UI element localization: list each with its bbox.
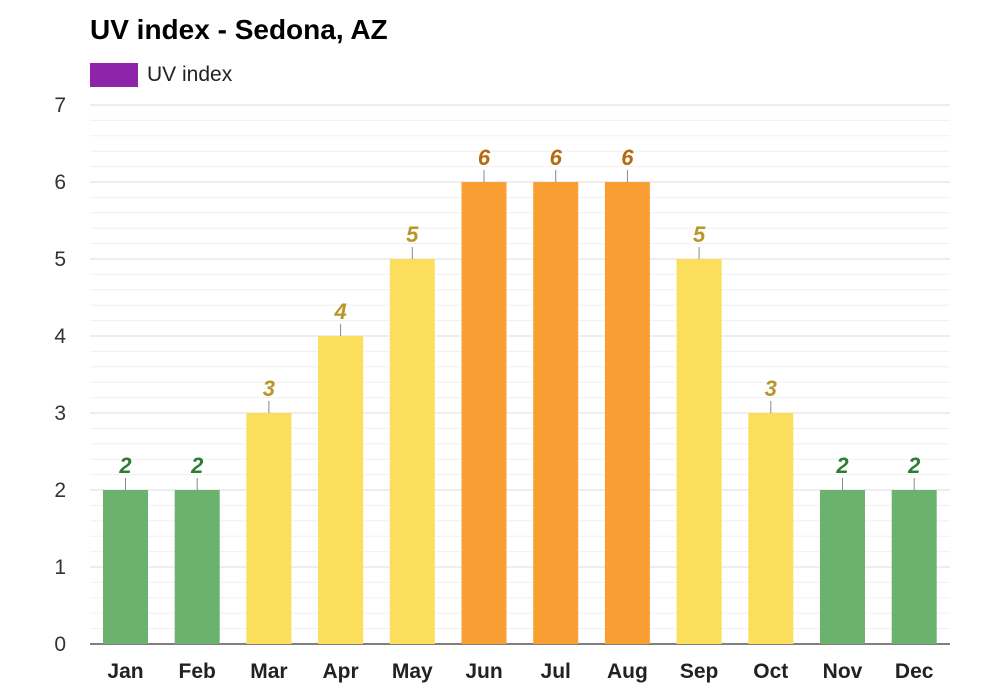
bar-aug xyxy=(604,182,650,644)
chart-title: UV index - Sedona, AZ xyxy=(90,14,388,45)
bar-feb xyxy=(174,490,220,644)
data-label-jul: 6 xyxy=(550,145,563,170)
bar-nov xyxy=(820,490,865,644)
x-tick-label-feb: Feb xyxy=(179,660,216,683)
data-label-mar: 3 xyxy=(263,376,275,401)
x-tick-label-may: May xyxy=(392,660,433,683)
data-label-dec: 2 xyxy=(907,453,921,478)
legend-swatch xyxy=(90,63,138,87)
legend-label: UV index xyxy=(147,63,233,86)
bar-jun xyxy=(461,182,507,644)
bar-jul xyxy=(533,182,579,644)
bar-sep xyxy=(676,259,722,644)
data-label-jan: 2 xyxy=(118,453,132,478)
data-label-oct: 3 xyxy=(765,376,777,401)
bar-dec xyxy=(891,490,937,644)
x-tick-label-jun: Jun xyxy=(465,660,502,683)
data-label-aug: 6 xyxy=(621,145,634,170)
bar-oct xyxy=(748,413,794,644)
x-tick-label-aug: Aug xyxy=(607,660,648,683)
y-tick-label: 0 xyxy=(54,633,66,656)
data-label-may: 5 xyxy=(406,222,419,247)
legend: UV index xyxy=(90,62,232,88)
bar-apr xyxy=(318,336,364,644)
y-tick-label: 5 xyxy=(54,248,66,271)
x-tick-label-jul: Jul xyxy=(541,660,571,683)
y-tick-label: 7 xyxy=(54,94,66,117)
y-tick-label: 3 xyxy=(54,402,66,425)
x-tick-label-jan: Jan xyxy=(107,660,143,683)
x-tick-label-mar: Mar xyxy=(250,660,287,683)
y-tick-label: 4 xyxy=(54,325,66,348)
bar-mar xyxy=(246,413,292,644)
data-label-jun: 6 xyxy=(478,145,491,170)
data-label-apr: 4 xyxy=(333,299,346,324)
x-tick-label-oct: Oct xyxy=(753,660,788,683)
y-tick-label: 1 xyxy=(54,556,66,579)
bar-may xyxy=(389,259,435,644)
data-label-sep: 5 xyxy=(693,222,706,247)
bar-jan xyxy=(103,490,148,644)
x-tick-label-sep: Sep xyxy=(680,660,719,683)
data-label-feb: 2 xyxy=(190,453,204,478)
x-tick-label-nov: Nov xyxy=(823,660,863,683)
data-label-nov: 2 xyxy=(835,453,849,478)
y-tick-label: 6 xyxy=(54,171,66,194)
x-tick-label-apr: Apr xyxy=(323,660,359,683)
x-tick-label-dec: Dec xyxy=(895,660,934,683)
y-tick-label: 2 xyxy=(54,479,66,502)
